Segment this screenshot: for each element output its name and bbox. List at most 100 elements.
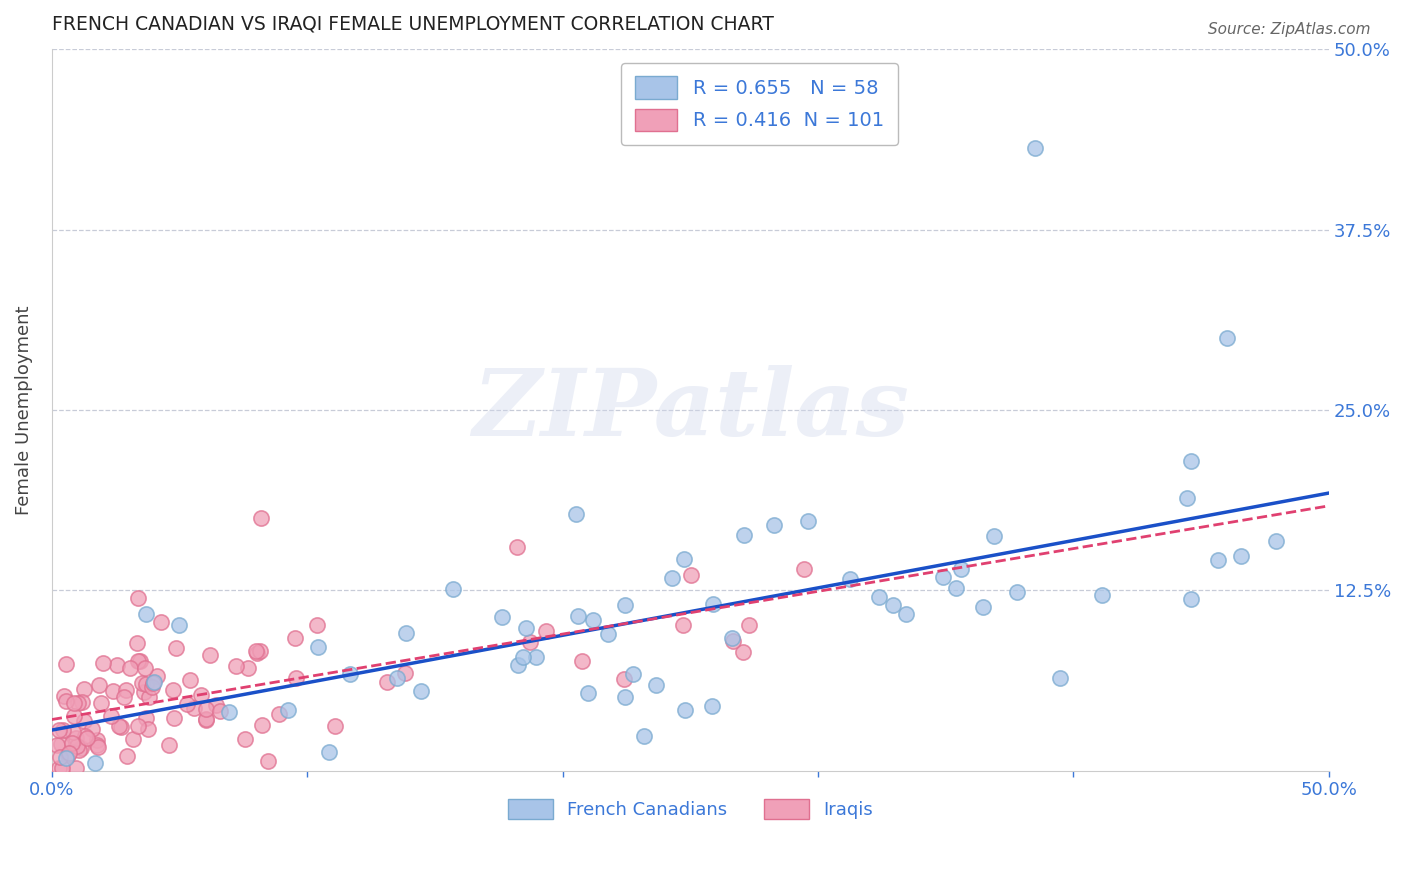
Point [681, 568, 703, 582]
Point [132, 685, 155, 699]
Point [73, 714, 96, 728]
Point [839, 572, 862, 586]
Point [582, 613, 605, 627]
Point [63, 709, 86, 723]
Point [661, 571, 683, 585]
Point [110, 720, 132, 734]
Point [65, 761, 87, 775]
Point [52, 689, 75, 703]
Point [218, 705, 240, 719]
Point [249, 644, 271, 658]
Point [195, 701, 218, 715]
Point [596, 626, 619, 640]
Point [256, 754, 278, 768]
Point [1180, 453, 1202, 467]
Point [515, 622, 537, 636]
Point [190, 688, 212, 702]
Point [1265, 534, 1288, 549]
Point [205, 698, 228, 712]
Point [277, 703, 299, 717]
Point [245, 644, 267, 658]
Point [48, 761, 70, 775]
Point [1175, 491, 1198, 505]
Point [58, 746, 80, 760]
Point [526, 649, 548, 664]
Point [633, 730, 655, 744]
Point [142, 675, 165, 690]
Point [136, 722, 159, 736]
Point [731, 645, 754, 659]
Point [721, 633, 744, 648]
Text: FRENCH CANADIAN VS IRAQI FEMALE UNEMPLOYMENT CORRELATION CHART: FRENCH CANADIAN VS IRAQI FEMALE UNEMPLOY… [52, 15, 773, 34]
Point [179, 673, 201, 687]
Point [673, 703, 696, 717]
Point [105, 658, 128, 673]
Text: Source: ZipAtlas.com: Source: ZipAtlas.com [1208, 22, 1371, 37]
Point [762, 518, 785, 533]
Point [868, 591, 890, 605]
Point [983, 529, 1005, 543]
Point [149, 615, 172, 629]
Point [307, 640, 329, 655]
Point [183, 700, 205, 714]
Point [162, 711, 184, 725]
Point [1091, 588, 1114, 602]
Point [738, 618, 761, 632]
Point [198, 648, 221, 663]
Point [571, 654, 593, 668]
Point [108, 719, 131, 733]
Point [793, 562, 815, 576]
Point [167, 618, 190, 632]
Point [55, 657, 77, 672]
Point [339, 667, 361, 681]
Point [621, 667, 644, 681]
Point [519, 635, 541, 649]
Point [49, 750, 72, 764]
Point [127, 591, 149, 605]
Point [122, 732, 145, 747]
Point [284, 671, 307, 685]
Point [89, 677, 111, 691]
Point [894, 607, 917, 621]
Point [1206, 553, 1229, 567]
Point [165, 641, 187, 656]
Point [512, 650, 534, 665]
Point [48, 723, 70, 738]
Point [1024, 140, 1046, 154]
Y-axis label: Female Unemployment: Female Unemployment [15, 305, 32, 515]
Point [644, 678, 666, 692]
Point [142, 675, 165, 690]
Point [141, 680, 163, 694]
Point [394, 666, 416, 681]
Point [73, 681, 96, 696]
Point [797, 514, 820, 528]
Point [576, 685, 599, 699]
Point [567, 609, 589, 624]
Point [613, 690, 636, 705]
Point [672, 551, 695, 566]
Point [565, 507, 588, 521]
Point [60, 736, 83, 750]
Point [395, 625, 418, 640]
Point [86, 738, 108, 752]
Point [51, 761, 73, 775]
Point [1180, 591, 1202, 606]
Point [67, 697, 90, 711]
Point [100, 709, 122, 723]
Text: ZIPatlas: ZIPatlas [472, 365, 908, 455]
Point [67, 742, 90, 756]
Point [138, 690, 160, 704]
Point [505, 540, 527, 554]
Point [506, 658, 529, 673]
Point [443, 582, 465, 596]
Point [882, 599, 904, 613]
Point [101, 683, 124, 698]
Point [385, 671, 408, 685]
Point [127, 654, 149, 668]
Point [225, 659, 247, 673]
Point [236, 661, 259, 675]
Point [63, 696, 86, 710]
Point [1005, 585, 1028, 599]
Point [76, 731, 98, 745]
Point [325, 719, 347, 733]
